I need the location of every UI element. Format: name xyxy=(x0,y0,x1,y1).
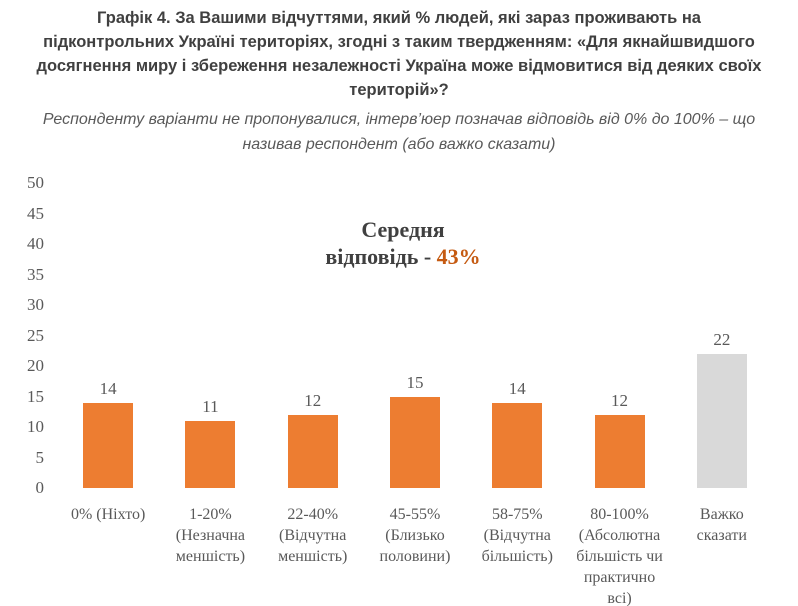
y-axis: 0 5 10 15 20 25 30 35 40 45 50 xyxy=(0,173,45,497)
bar-column: 12 xyxy=(568,183,670,488)
average-annotation: Середня відповідь - 43% xyxy=(253,216,553,270)
y-tick-label: 5 xyxy=(35,447,45,467)
bar-column: 15 xyxy=(364,183,466,488)
y-tick-label: 35 xyxy=(27,264,44,284)
x-tick-label: 58-75% (Відчутна більшість) xyxy=(481,506,553,565)
x-tick-label: 45-55% (Близько половини) xyxy=(379,506,451,565)
y-tick-label: 30 xyxy=(27,295,44,314)
x-tick-label: 1-20% (Незначна меншість) xyxy=(175,506,246,565)
x-tick-label: 0% (Ніхто) xyxy=(70,506,146,523)
y-tick-label: 25 xyxy=(27,325,44,345)
bar-column: 22 xyxy=(671,183,773,488)
bar xyxy=(492,402,543,488)
y-tick-label: 15 xyxy=(27,386,44,406)
chart-subtitle: Респонденту варіанти не пропонувалися, і… xyxy=(42,111,756,153)
bar xyxy=(696,353,747,488)
x-tick-label: Важко сказати xyxy=(696,506,747,544)
y-tick-label: 20 xyxy=(27,356,44,375)
chart-title: Графік 4. За Вашими відчуттями, який % л… xyxy=(36,9,762,99)
bar-column: 11 xyxy=(159,183,261,488)
x-tick-label: 80-100% (Абсолютна більшість чи практичн… xyxy=(576,506,663,606)
y-tick-label: 40 xyxy=(27,234,44,253)
bar-value-label: 14 xyxy=(508,378,526,398)
bar xyxy=(594,414,645,488)
bar-column: 14 xyxy=(57,183,159,488)
bar-value-label: 11 xyxy=(202,396,219,416)
bar xyxy=(83,402,134,488)
bar-column: 14 xyxy=(466,183,568,488)
bar xyxy=(185,420,236,488)
bar xyxy=(389,396,440,488)
bar-column: 12 xyxy=(262,183,364,488)
x-tick-label: 22-40% (Відчутна меншість) xyxy=(278,506,348,565)
bar-value-label: 15 xyxy=(406,372,424,392)
bar-value-label: 22 xyxy=(713,329,731,349)
y-tick-label: 0 xyxy=(35,478,45,497)
average-annotation-line1: Середня xyxy=(361,217,445,242)
bar xyxy=(287,414,338,488)
y-tick-label: 50 xyxy=(27,173,44,192)
y-tick-label: 10 xyxy=(27,417,44,436)
plot-bars: 14 11 12 15 14 12 22 xyxy=(57,183,773,488)
bar-value-label: 12 xyxy=(611,390,629,410)
bar-value-label: 12 xyxy=(304,390,322,410)
bar-value-label: 14 xyxy=(99,378,117,398)
average-annotation-prefix: відповідь - xyxy=(325,244,437,269)
average-value: 43% xyxy=(436,244,481,269)
y-tick-label: 45 xyxy=(27,203,44,223)
x-axis-labels: 0% (Ніхто) 1-20% (Незначна меншість) 22-40… xyxy=(57,504,773,606)
average-annotation-line2: відповідь - 43% xyxy=(253,243,553,270)
